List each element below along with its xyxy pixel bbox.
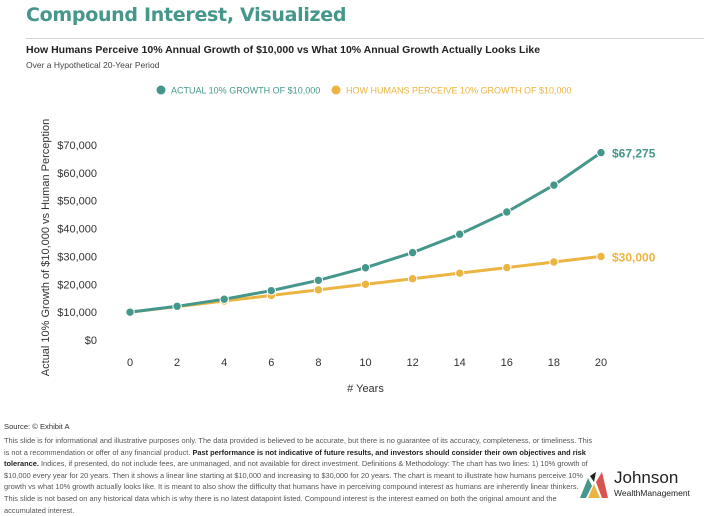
x-tick-label: 0	[127, 357, 133, 369]
chart-legend: ACTUAL 10% GROWTH OF $10,000 HOW HUMANS P…	[156, 85, 572, 96]
end-value-label: $67,275	[612, 147, 656, 161]
line-chart: ACTUAL 10% GROWTH OF $10,000 HOW HUMANS P…	[40, 85, 656, 395]
data-point	[455, 268, 465, 278]
data-point	[266, 285, 276, 296]
y-tick-label: $40,000	[57, 224, 97, 236]
data-point	[360, 279, 371, 289]
y-tick-label: $50,000	[57, 196, 97, 208]
y-tick-label: $10,000	[57, 307, 97, 319]
y-axis-label: Actual 10% Growth of $10,000 vs Human Pe…	[40, 119, 52, 376]
disclaimer-part-2: Indices, if presented, do not include fe…	[4, 459, 588, 515]
x-tick-label: 8	[315, 357, 321, 369]
x-tick-label: 20	[595, 357, 607, 369]
title-divider	[26, 38, 704, 39]
source-note: Source: © Exhibit A	[4, 422, 70, 431]
data-point	[407, 274, 418, 284]
data-point	[549, 257, 559, 267]
legend-label: ACTUAL 10% GROWTH OF $10,000	[171, 86, 320, 96]
x-tick-label: 16	[501, 357, 513, 369]
legend-marker	[331, 85, 341, 95]
y-tick-label: $30,000	[57, 251, 97, 263]
logo-name: Johnson	[614, 468, 679, 487]
x-tick-label: 6	[268, 357, 274, 369]
data-point	[502, 262, 512, 273]
end-value-label: $30,000	[612, 250, 656, 264]
data-point	[455, 229, 465, 239]
y-tick-label: $60,000	[57, 168, 97, 180]
x-tick-label: 10	[359, 357, 371, 369]
y-tick-label: $20,000	[57, 279, 97, 291]
x-axis: 0 2 4 6 8 10 12 14 16 18 20	[127, 357, 607, 369]
data-point	[313, 275, 324, 285]
data-point	[172, 301, 182, 311]
chart-series: $30,000 $67,275	[125, 147, 656, 317]
x-tick-label: 2	[174, 357, 180, 369]
data-point	[596, 251, 606, 262]
x-tick-label: 12	[406, 357, 418, 369]
x-tick-label: 14	[454, 357, 466, 369]
chart-period: Over a Hypothetical 20-Year Period	[26, 60, 160, 70]
data-point	[313, 285, 324, 295]
x-tick-label: 4	[221, 357, 227, 369]
data-point	[125, 307, 135, 317]
disclaimer-bold: Past performance is not indicative of fu…	[4, 447, 586, 469]
y-tick-label: $0	[85, 335, 97, 347]
logo-subtitle: WealthManagement	[614, 488, 690, 498]
data-point	[549, 180, 559, 190]
legend-label: HOW HUMANS PERCEIVE 10% GROWTH OF $10,00…	[346, 86, 572, 96]
footer: Source: © Exhibit A This slide is for in…	[4, 422, 594, 516]
data-point	[596, 147, 606, 158]
page-title: Compound Interest, Visualized	[26, 4, 347, 26]
legend-marker	[156, 85, 166, 95]
data-point	[407, 247, 418, 258]
x-tick-label: 18	[548, 357, 560, 369]
logo-mark-icon	[580, 472, 608, 498]
x-axis-label: # Years	[347, 383, 384, 395]
y-axis: $0 $10,000 $20,000 $30,000 $40,000 $50,000 $60…	[57, 140, 97, 347]
disclaimer: This slide is for informational and illu…	[4, 435, 594, 516]
data-point	[219, 294, 229, 304]
company-logo: Johnson WealthManagement	[578, 466, 718, 506]
data-point	[360, 263, 371, 273]
y-tick-label: $70,000	[57, 140, 97, 152]
data-point	[502, 207, 512, 217]
disclaimer-part-1: This slide is for informational and illu…	[4, 436, 593, 457]
chart-subtitle: How Humans Perceive 10% Annual Growth of…	[26, 44, 541, 56]
